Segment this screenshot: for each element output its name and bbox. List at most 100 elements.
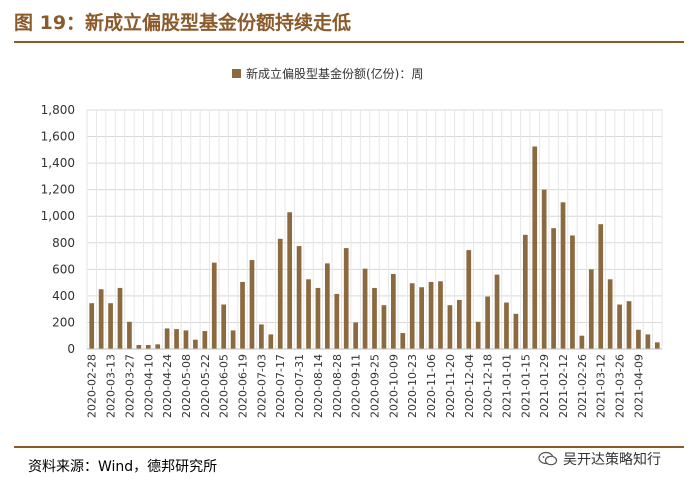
bar bbox=[230, 330, 236, 349]
bar bbox=[193, 339, 198, 349]
x-tick-label: 2021-01-15 bbox=[519, 354, 532, 418]
bar bbox=[598, 224, 604, 349]
bar bbox=[522, 234, 528, 349]
x-tick-label: 2020-04-24 bbox=[161, 354, 174, 418]
y-tick-label: 0 bbox=[67, 342, 75, 356]
bar bbox=[240, 281, 245, 349]
bar bbox=[447, 305, 453, 349]
x-tick-label: 2020-03-13 bbox=[105, 354, 118, 418]
y-tick-label: 200 bbox=[52, 315, 75, 329]
y-tick-label: 1,200 bbox=[41, 183, 75, 197]
x-tick-label: 2021-03-26 bbox=[614, 354, 627, 418]
grid-lines bbox=[86, 109, 663, 349]
bar bbox=[306, 279, 311, 349]
legend-label: 新成立偏股型基金份额(亿份)：周 bbox=[246, 66, 423, 81]
bar bbox=[174, 329, 179, 349]
bar bbox=[588, 269, 594, 349]
bar bbox=[249, 260, 255, 349]
bar bbox=[541, 189, 547, 349]
x-tick-label: 2020-07-31 bbox=[293, 354, 306, 418]
x-tick-label: 2020-05-22 bbox=[199, 354, 212, 418]
y-axis-ticks: 0 200 400 600 800 1,000 1,200 1,400 1,600 1,800 bbox=[41, 103, 75, 356]
bar bbox=[570, 235, 575, 349]
bar bbox=[221, 304, 227, 349]
bar bbox=[136, 345, 142, 349]
figure-title: 图 19：新成立偏股型基金份额持续走低 bbox=[14, 12, 352, 34]
x-tick-label: 2020-07-17 bbox=[274, 354, 287, 418]
bar bbox=[89, 303, 95, 349]
title-rule bbox=[14, 41, 684, 43]
bars bbox=[89, 146, 660, 349]
bar bbox=[268, 334, 274, 349]
y-tick-label: 400 bbox=[52, 289, 75, 303]
bar bbox=[466, 250, 472, 349]
y-tick-label: 1,800 bbox=[41, 103, 75, 117]
bar bbox=[259, 324, 264, 349]
x-tick-label: 2020-11-20 bbox=[444, 354, 457, 418]
bar bbox=[626, 301, 632, 349]
x-tick-label: 2021-03-12 bbox=[595, 354, 608, 418]
bar bbox=[456, 299, 462, 349]
bar bbox=[475, 321, 481, 349]
x-tick-label: 2020-12-18 bbox=[482, 354, 495, 418]
watermark: 吴开达策略知行 bbox=[538, 449, 661, 469]
bar bbox=[325, 263, 330, 349]
bar bbox=[617, 304, 622, 349]
source-note: 资料来源：Wind，德邦研究所 bbox=[28, 459, 218, 475]
bar bbox=[560, 202, 566, 349]
bar bbox=[155, 344, 161, 349]
x-tick-label: 2020-09-11 bbox=[350, 354, 363, 418]
bar bbox=[400, 333, 406, 349]
x-tick-label: 2021-01-29 bbox=[538, 354, 551, 418]
legend: 新成立偏股型基金份额(亿份)：周 bbox=[232, 66, 423, 81]
bar bbox=[353, 322, 359, 349]
y-tick-label: 600 bbox=[52, 262, 75, 276]
bar bbox=[494, 274, 500, 349]
y-tick-label: 800 bbox=[52, 236, 75, 250]
bar bbox=[145, 345, 151, 349]
x-axis-ticks: 2020-02-28 2020-03-13 2020-03-27 2020-04-10… bbox=[86, 354, 646, 418]
x-tick-label: 2020-10-09 bbox=[387, 354, 400, 418]
watermark-text: 吴开达策略知行 bbox=[563, 452, 661, 468]
bar bbox=[532, 146, 538, 349]
x-tick-label: 2021-01-01 bbox=[500, 354, 513, 418]
bar bbox=[513, 313, 519, 349]
bar bbox=[164, 328, 170, 349]
x-tick-label: 2020-12-04 bbox=[463, 354, 476, 418]
bar bbox=[296, 246, 302, 349]
x-tick-label: 2020-04-10 bbox=[142, 354, 155, 418]
bar bbox=[343, 248, 349, 349]
x-tick-label: 2020-02-28 bbox=[86, 354, 99, 418]
bar bbox=[390, 273, 396, 349]
bar bbox=[277, 238, 283, 349]
bar bbox=[428, 281, 434, 349]
bar bbox=[409, 283, 415, 349]
y-tick-label: 1,600 bbox=[41, 130, 75, 144]
x-tick-label: 2020-06-05 bbox=[218, 354, 231, 418]
legend-swatch bbox=[232, 69, 241, 78]
footer-rule bbox=[14, 446, 684, 448]
bar bbox=[636, 329, 641, 349]
bar bbox=[211, 262, 217, 349]
x-tick-label: 2020-07-03 bbox=[255, 354, 268, 418]
bar bbox=[117, 287, 123, 349]
bar bbox=[607, 279, 613, 349]
bar bbox=[127, 321, 132, 349]
bar bbox=[504, 302, 509, 349]
bar bbox=[654, 342, 660, 349]
bar bbox=[485, 296, 490, 349]
x-tick-label: 2020-05-08 bbox=[180, 354, 193, 418]
bar bbox=[438, 281, 443, 349]
bar bbox=[98, 289, 104, 349]
x-tick-label: 2020-06-19 bbox=[237, 354, 250, 418]
x-tick-label: 2021-04-09 bbox=[632, 354, 645, 418]
bar bbox=[287, 212, 293, 349]
bar bbox=[108, 303, 113, 349]
bar bbox=[579, 335, 585, 349]
x-tick-label: 2020-08-28 bbox=[331, 354, 344, 418]
wechat-icon bbox=[538, 451, 558, 466]
y-tick-label: 1,400 bbox=[41, 156, 75, 170]
y-tick-label: 1,000 bbox=[41, 209, 75, 223]
x-tick-label: 2021-02-26 bbox=[576, 354, 589, 418]
